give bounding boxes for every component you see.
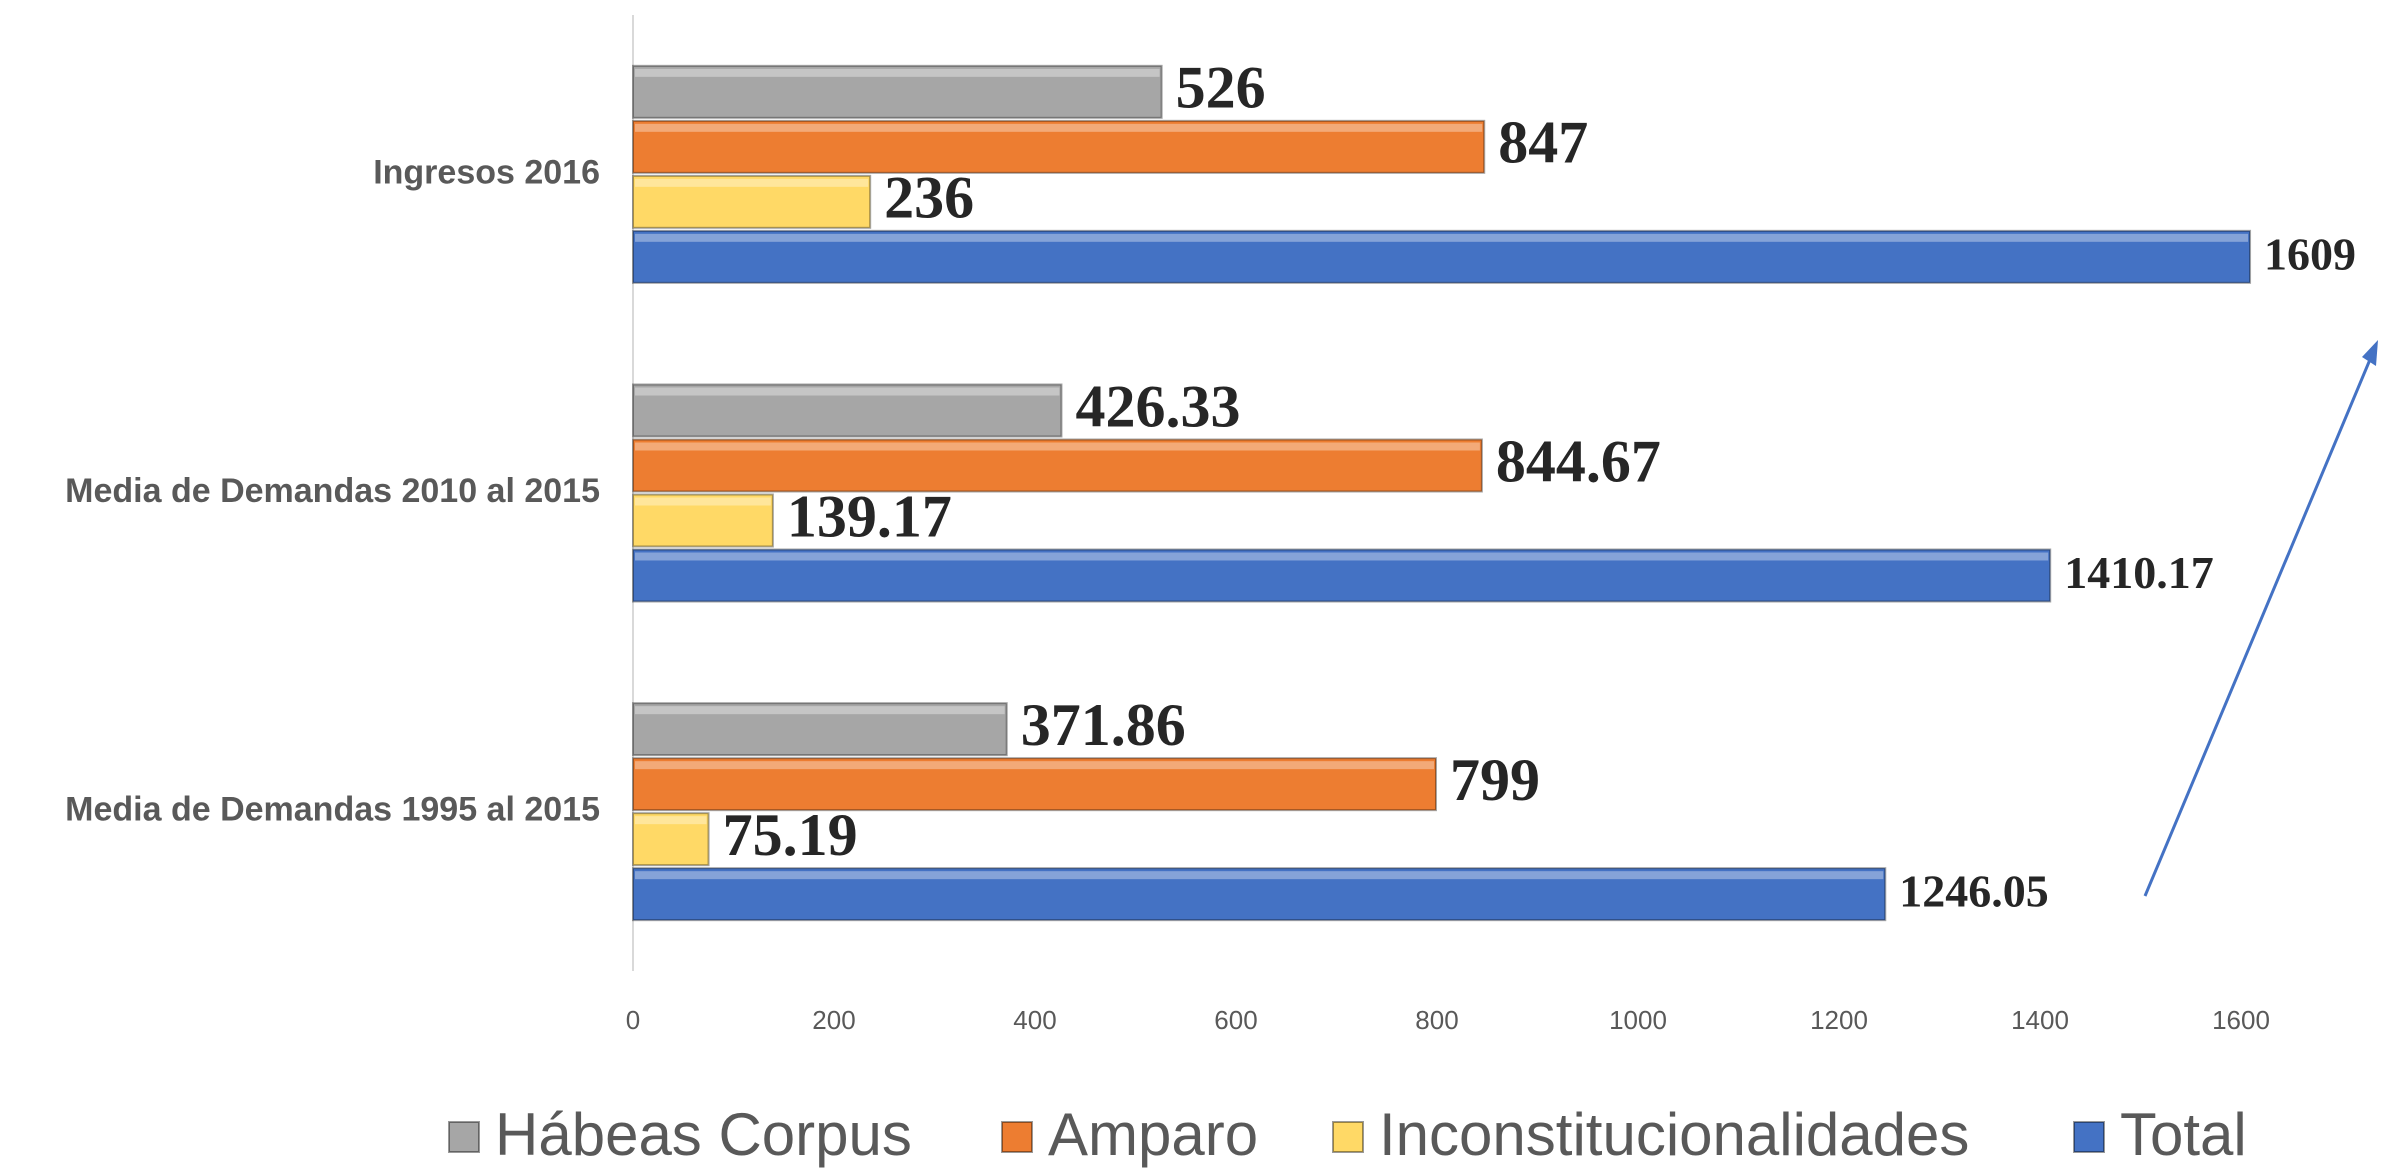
bar-highlight (635, 178, 869, 187)
bar (632, 757, 1437, 812)
legend-swatch (1001, 1121, 1033, 1153)
data-label: 526 (1176, 55, 1266, 121)
data-label: 75.19 (723, 802, 858, 868)
bar (632, 174, 872, 229)
legend-swatch (2073, 1121, 2105, 1153)
bar (632, 493, 774, 548)
bar (632, 702, 1008, 757)
data-label: 799 (1450, 747, 1540, 813)
data-label: 426.33 (1075, 373, 1240, 439)
x-tick-label: 200 (812, 1005, 855, 1035)
trend-arrow (2143, 349, 2376, 897)
data-label: 236 (884, 165, 974, 231)
legend-label: Hábeas Corpus (495, 1101, 912, 1168)
bar (632, 548, 2052, 603)
bar-highlight (635, 761, 1434, 770)
bar (632, 383, 1063, 438)
bar-highlight (635, 233, 2249, 242)
x-tick-label: 1200 (1810, 1005, 1868, 1035)
x-tick-label: 1600 (2212, 1005, 2270, 1035)
data-label: 847 (1498, 110, 1588, 176)
data-label: 1609 (2264, 228, 2356, 279)
bar-highlight (635, 497, 771, 506)
category-label: Ingresos 2016 (373, 153, 600, 191)
bar (632, 438, 1483, 493)
bar (632, 64, 1163, 119)
legend-swatch (448, 1121, 480, 1153)
legend-label: Inconstitucionalidades (1379, 1101, 1969, 1168)
legend-label: Total (2120, 1101, 2247, 1168)
data-label: 371.86 (1021, 692, 1186, 758)
bar-highlight (635, 123, 1483, 132)
bar (632, 867, 1887, 922)
legend-swatch (1332, 1121, 1364, 1153)
x-tick-label: 400 (1013, 1005, 1056, 1035)
bar-highlight (635, 68, 1160, 77)
bar (632, 229, 2252, 284)
x-tick-label: 1400 (2011, 1005, 2069, 1035)
bar (632, 812, 710, 867)
x-tick-label: 600 (1214, 1005, 1257, 1035)
bar-highlight (635, 871, 1884, 880)
category-label: Media de Demandas 2010 al 2015 (65, 472, 600, 510)
bar-highlight (635, 442, 1480, 451)
data-label: 139.17 (787, 483, 952, 549)
category-label: Media de Demandas 1995 al 2015 (65, 791, 600, 829)
x-tick-label: 800 (1415, 1005, 1458, 1035)
x-tick-label: 0 (626, 1005, 640, 1035)
data-label: 1246.05 (1899, 866, 2049, 917)
bar-highlight (635, 816, 707, 825)
data-label: 1410.17 (2064, 547, 2214, 598)
bar-highlight (635, 706, 1005, 715)
bar (632, 119, 1486, 174)
bar-highlight (635, 552, 2049, 561)
arrow-head (2362, 340, 2378, 366)
bar-highlight (635, 387, 1060, 396)
data-label: 844.67 (1496, 428, 1661, 494)
legend-label: Amparo (1048, 1101, 1258, 1168)
x-tick-label: 1000 (1609, 1005, 1667, 1035)
